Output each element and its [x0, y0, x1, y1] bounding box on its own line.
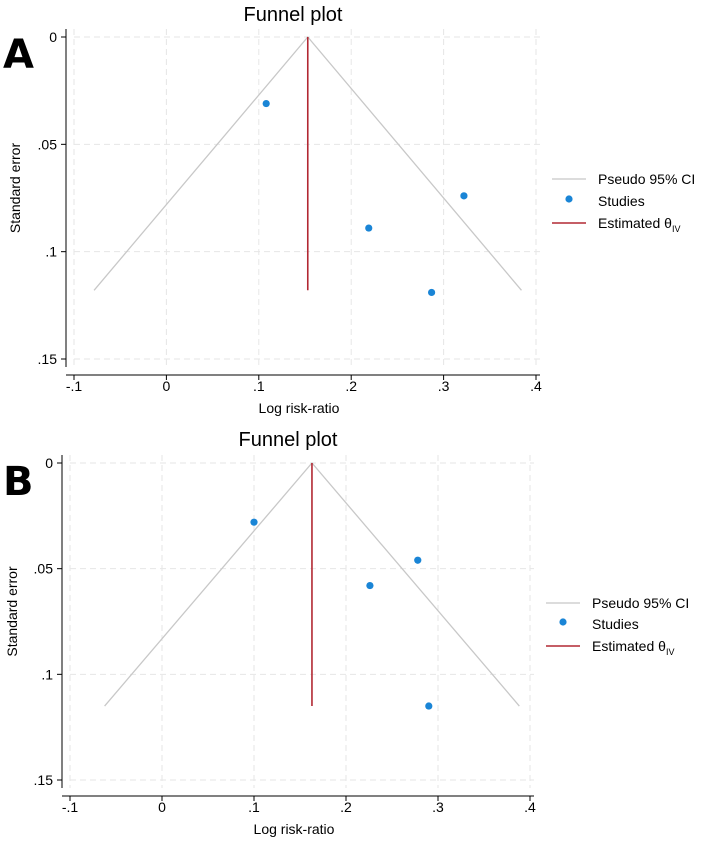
chart-title: Funnel plot [239, 429, 338, 451]
x-tick-label: 0 [163, 378, 171, 394]
legend-ci-label: Pseudo 95% CI [592, 595, 689, 611]
legend-estimate-text: Estimated θ [598, 215, 672, 231]
panel-letter-b: B [3, 459, 34, 505]
study-point [427, 288, 436, 297]
study-point [262, 99, 270, 108]
legend-ci-label: Pseudo 95% CI [598, 171, 695, 187]
legend-studies-label: Studies [592, 616, 639, 632]
x-tick-label: .4 [524, 799, 536, 815]
y-axis-label: Standard error [7, 143, 23, 234]
study-point [365, 224, 373, 232]
legend: Pseudo 95% CI Studies Estimated θIV [552, 171, 695, 234]
x-tick-label: -.1 [66, 378, 83, 394]
x-tick-label: .3 [432, 799, 444, 815]
x-axis-label: Log risk-ratio [259, 400, 340, 416]
legend-estimate-subscript: IV [666, 647, 675, 657]
y-axis-label: Standard error [4, 566, 20, 657]
x-tick-label: .2 [345, 378, 357, 394]
legend-estimate-label: Estimated θIV [598, 215, 680, 234]
y-tick-label: .15 [34, 772, 54, 788]
study-point [425, 702, 433, 710]
y-tick-label: .15 [38, 351, 58, 367]
legend-studies-swatch [565, 195, 573, 203]
legend-estimate-label: Estimated θIV [592, 638, 674, 657]
panel-b: B Funnel plot -.1 0 .1 .2 .3 .4 0 .05 .1 .15 Log ri… [3, 429, 689, 837]
study-point [366, 581, 374, 590]
x-axis-label: Log risk-ratio [254, 821, 335, 837]
x-tick-label: .2 [340, 799, 352, 815]
x-tick-label: .1 [248, 799, 260, 815]
y-tick-label: .1 [45, 244, 57, 260]
study-point [460, 192, 468, 200]
y-tick-label: .05 [34, 561, 54, 577]
x-tick-label: 0 [158, 799, 166, 815]
panel-letter-a: A [3, 32, 34, 78]
study-point [250, 518, 258, 526]
legend-studies-label: Studies [598, 193, 645, 209]
chart-title: Funnel plot [244, 4, 343, 26]
study-point [414, 556, 422, 564]
legend-estimate-subscript: IV [672, 224, 681, 234]
legend: Pseudo 95% CI Studies Estimated θIV [546, 595, 689, 657]
y-tick-label: .1 [41, 666, 53, 682]
x-tick-label: .3 [438, 378, 450, 394]
y-tick-label: .05 [38, 136, 58, 152]
legend-estimate-text: Estimated θ [592, 638, 666, 654]
x-tick-label: .1 [253, 378, 265, 394]
x-tick-label: -.1 [62, 799, 79, 815]
legend-studies-swatch [559, 618, 567, 626]
panel-a: A Funnel plot -.1 0 .1 .2 .3 .4 0 .05 .1 .15 Log ri… [3, 4, 695, 416]
x-tick-label: .4 [530, 378, 542, 394]
y-tick-label: 0 [49, 29, 57, 45]
y-tick-label: 0 [45, 455, 53, 471]
